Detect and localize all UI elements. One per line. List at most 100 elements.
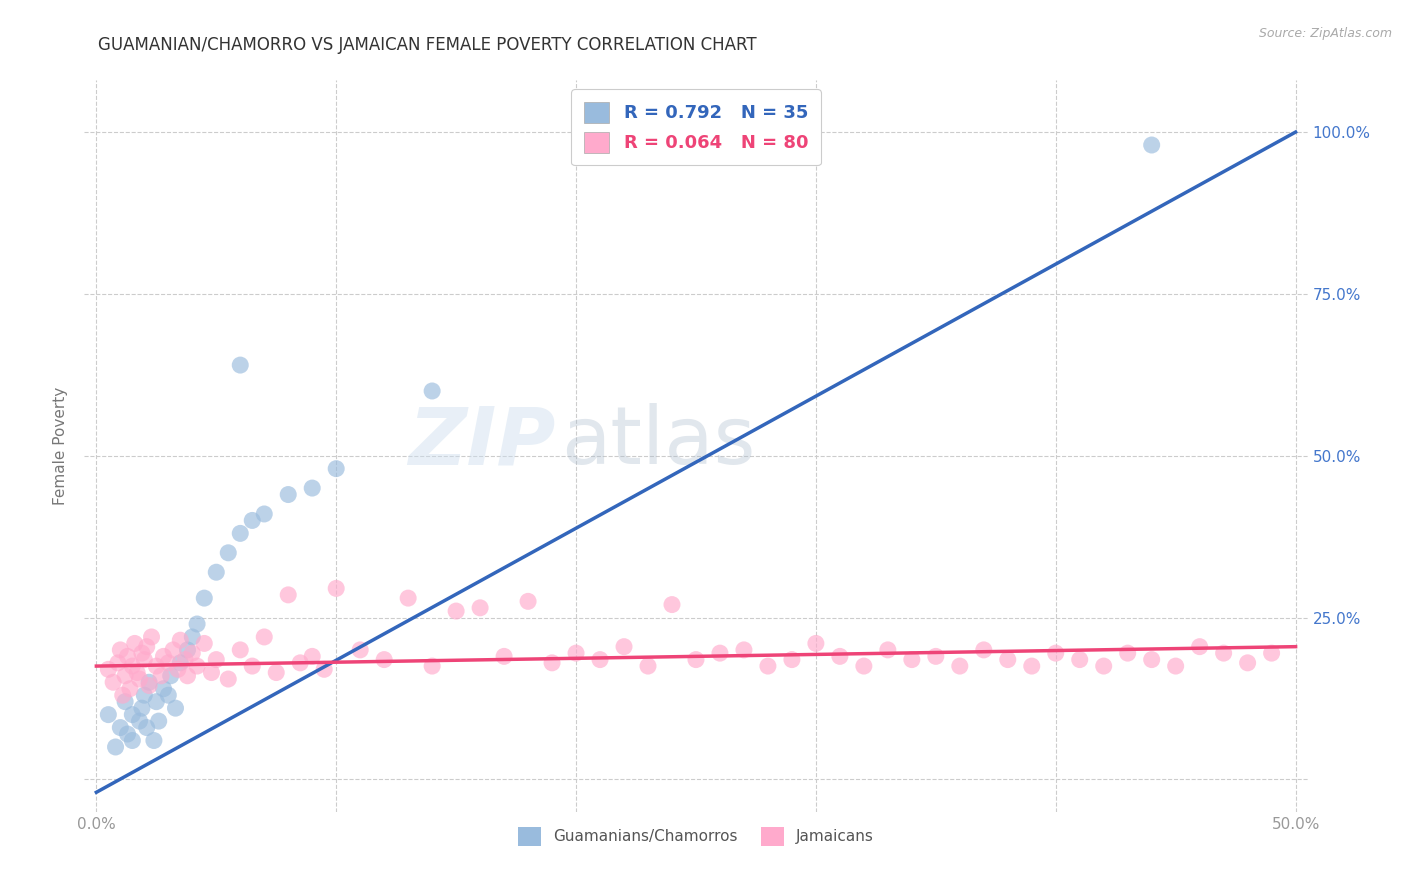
Point (876, 643, 898, 657)
Point (131, 646, 153, 660)
Point (134, 652, 156, 666)
Point (1188, 640, 1211, 654)
Point (852, 659, 875, 673)
Point (373, 652, 395, 666)
Text: Source: ZipAtlas.com: Source: ZipAtlas.com (1258, 27, 1392, 40)
Point (240, 513, 263, 527)
Point (186, 659, 208, 673)
Point (121, 707, 143, 722)
Point (1236, 656, 1258, 670)
Point (114, 669, 136, 683)
Point (780, 652, 803, 666)
Point (217, 672, 239, 686)
Point (565, 646, 588, 660)
Point (117, 649, 139, 664)
Point (589, 652, 612, 666)
Point (613, 640, 636, 654)
Point (277, 588, 299, 602)
Point (709, 646, 731, 660)
Point (733, 643, 755, 657)
Point (253, 630, 276, 644)
Point (949, 659, 972, 673)
Point (973, 643, 995, 657)
Point (162, 643, 184, 657)
Point (420, 384, 443, 398)
Point (135, 721, 157, 735)
Point (176, 669, 198, 683)
Point (661, 598, 683, 612)
Text: GUAMANIAN/CHAMORRO VS JAMAICAN FEMALE POVERTY CORRELATION CHART: GUAMANIAN/CHAMORRO VS JAMAICAN FEMALE PO… (98, 36, 756, 54)
Point (138, 675, 160, 690)
Point (1212, 646, 1234, 660)
Point (277, 487, 299, 501)
Point (1069, 652, 1091, 666)
Point (110, 643, 132, 657)
Point (925, 649, 948, 664)
Point (997, 652, 1019, 666)
Point (165, 701, 187, 715)
Point (138, 678, 160, 692)
Point (97, 662, 120, 676)
Point (128, 714, 150, 728)
Point (1260, 646, 1282, 660)
Point (314, 662, 336, 676)
Point (118, 681, 141, 696)
Point (193, 591, 215, 606)
Point (131, 701, 153, 715)
Point (104, 739, 127, 754)
Point (1164, 659, 1187, 673)
Point (150, 669, 173, 683)
Point (205, 652, 228, 666)
Point (111, 688, 134, 702)
Point (290, 656, 312, 670)
Point (97, 707, 120, 722)
Y-axis label: Female Poverty: Female Poverty (53, 387, 69, 505)
Point (114, 695, 136, 709)
Point (142, 733, 165, 747)
Point (174, 652, 197, 666)
Point (325, 582, 347, 596)
Point (148, 714, 170, 728)
Point (127, 665, 149, 680)
Point (152, 649, 174, 664)
Point (396, 591, 419, 606)
Point (193, 636, 215, 650)
Point (240, 659, 263, 673)
Point (301, 649, 323, 664)
Point (1140, 138, 1163, 153)
Point (117, 727, 139, 741)
Point (152, 681, 174, 696)
Point (1021, 659, 1043, 673)
Point (804, 636, 827, 650)
Point (181, 630, 204, 644)
Point (145, 695, 167, 709)
Point (541, 656, 564, 670)
Point (685, 652, 707, 666)
Point (141, 630, 163, 644)
Point (229, 643, 252, 657)
Point (124, 636, 146, 650)
Point (637, 659, 659, 673)
Point (128, 672, 150, 686)
Point (200, 665, 222, 680)
Point (169, 656, 191, 670)
Point (157, 656, 180, 670)
Point (157, 688, 180, 702)
Point (205, 566, 228, 580)
Point (181, 646, 204, 660)
Point (186, 617, 208, 632)
Point (517, 594, 540, 608)
Point (1140, 652, 1163, 666)
Point (756, 659, 779, 673)
Point (468, 600, 491, 615)
Point (901, 652, 924, 666)
Text: atlas: atlas (561, 403, 756, 482)
Point (167, 662, 190, 676)
Point (121, 659, 143, 673)
Point (264, 665, 287, 680)
Text: ZIP: ZIP (408, 403, 555, 482)
Point (159, 669, 181, 683)
Point (110, 721, 132, 735)
Point (229, 526, 252, 541)
Point (325, 461, 347, 475)
